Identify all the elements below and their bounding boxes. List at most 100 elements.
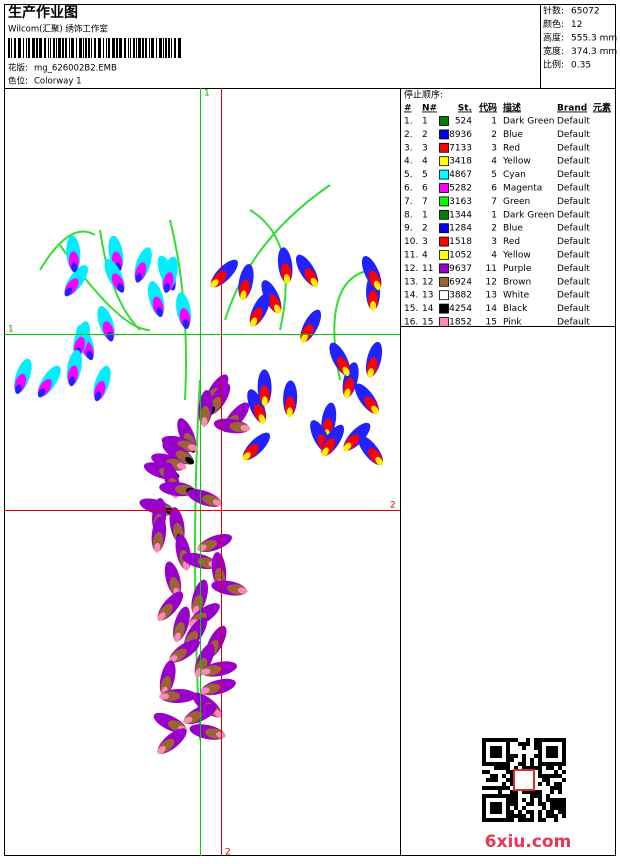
- leaf: [358, 435, 384, 466]
- cell-index: 6.: [404, 184, 413, 194]
- qr-module: [482, 810, 486, 814]
- bar: [44, 38, 46, 58]
- info-label: 针数:: [543, 5, 564, 17]
- swatch: [439, 169, 449, 180]
- cell-index: 15.: [404, 304, 418, 314]
- leaf: [162, 441, 195, 465]
- qr-module: [482, 806, 486, 810]
- qr-logo: [513, 769, 535, 791]
- column-header: Brand: [557, 104, 587, 114]
- qr-module: [538, 758, 542, 762]
- qr-module: [498, 738, 502, 742]
- qr-module: [494, 738, 498, 742]
- qr-module: [510, 798, 514, 802]
- cell-stitches: 1852: [449, 318, 472, 328]
- qr-module: [490, 778, 494, 782]
- qr-module: [518, 762, 522, 766]
- cell-code: 1: [491, 210, 497, 220]
- qr-module: [482, 746, 486, 750]
- cell-code: 13: [486, 291, 497, 301]
- cell-index: 8.: [404, 210, 413, 220]
- qr-module: [506, 786, 510, 790]
- leaf-part: [200, 668, 211, 675]
- qr-module: [554, 786, 558, 790]
- colorway: Colorway 1: [34, 77, 82, 87]
- cell-stitches: 3163: [449, 197, 472, 207]
- leaf: [176, 292, 192, 329]
- qr-module: [538, 818, 542, 822]
- cell-needle: 1: [422, 117, 428, 127]
- qr-module: [494, 750, 498, 754]
- qr-module: [558, 782, 562, 786]
- qr-module: [522, 798, 526, 802]
- info-value: 65072: [571, 7, 600, 17]
- cell-needle: 6: [422, 184, 428, 194]
- qr-module: [494, 778, 498, 782]
- qr-module: [554, 746, 558, 750]
- qr-module: [546, 814, 550, 818]
- leaf-part: [157, 746, 166, 754]
- qr-module: [542, 774, 546, 778]
- bar: [56, 38, 57, 58]
- bar: [108, 38, 110, 58]
- qr-module: [538, 770, 542, 774]
- qr-module: [562, 810, 566, 814]
- qr-module: [558, 774, 562, 778]
- leaf-part: [15, 384, 22, 395]
- colorway-label: 色位:: [8, 76, 28, 87]
- qr-module: [510, 738, 514, 742]
- qr-module: [530, 814, 534, 818]
- bar: [112, 38, 115, 58]
- qr-module: [506, 794, 510, 798]
- qr-module: [498, 818, 502, 822]
- leaf-part: [176, 463, 187, 470]
- cell-code: 2: [491, 224, 497, 234]
- qr-module: [554, 814, 558, 818]
- cell-description: Dark Green: [503, 210, 554, 220]
- bar: [130, 38, 131, 58]
- leaf: [173, 606, 190, 643]
- qr-module: [486, 818, 490, 822]
- bar: [91, 38, 92, 58]
- bar: [98, 38, 101, 58]
- qr-module: [482, 794, 486, 798]
- cell-index: 9.: [404, 224, 413, 234]
- leaf: [321, 424, 345, 457]
- qr-module: [494, 754, 498, 758]
- qr-module: [494, 746, 498, 750]
- leaf-part: [310, 277, 319, 288]
- leaf: [187, 489, 223, 507]
- qr-module: [506, 742, 510, 746]
- cell-brand: Default: [557, 277, 590, 287]
- qr-module: [538, 762, 542, 766]
- bar: [124, 38, 126, 58]
- leaf: [198, 390, 213, 427]
- qr-module: [514, 790, 518, 794]
- cell-index: 11.: [404, 251, 418, 261]
- leaf-part: [370, 301, 377, 312]
- bar: [26, 38, 27, 58]
- qr-module: [526, 802, 530, 806]
- qr-module: [562, 738, 566, 742]
- swatch: [439, 209, 449, 220]
- qr-module: [526, 818, 530, 822]
- leaf: [66, 349, 82, 387]
- leaf: [211, 580, 248, 596]
- qr-module: [530, 798, 534, 802]
- bar: [62, 38, 64, 58]
- qr-module: [498, 790, 502, 794]
- qr-module: [558, 810, 562, 814]
- qr-module: [530, 794, 534, 798]
- qr-module: [502, 774, 506, 778]
- leaf: [64, 265, 89, 297]
- leaf-part: [242, 452, 251, 461]
- cell-index: 3.: [404, 143, 413, 153]
- leaf: [277, 247, 293, 285]
- qr-module: [562, 806, 566, 810]
- cell-needle: 15: [422, 318, 433, 328]
- leaf-part: [199, 687, 210, 694]
- cell-description: Brown: [503, 277, 531, 287]
- bar: [171, 38, 172, 58]
- cell-brand: Default: [557, 197, 590, 207]
